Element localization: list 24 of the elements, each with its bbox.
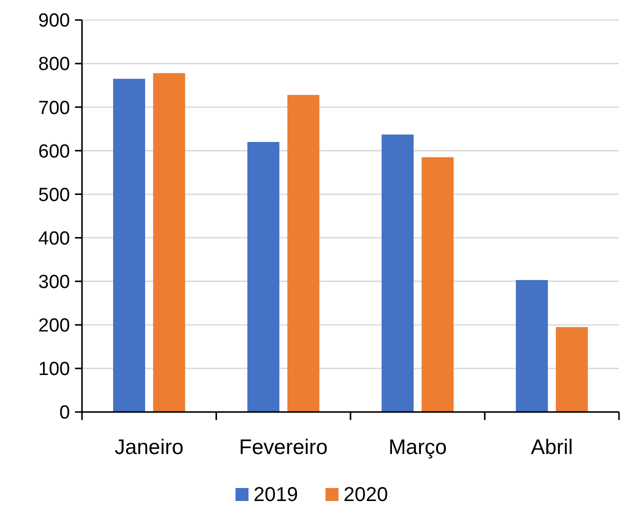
x-tick-label: Janeiro <box>114 436 184 459</box>
bar <box>247 142 280 412</box>
legend-label: 2020 <box>344 484 388 506</box>
y-tick-label: 700 <box>38 98 70 119</box>
x-tick-label: Fevereiro <box>239 436 328 459</box>
bar <box>113 78 146 412</box>
bar <box>516 280 548 412</box>
x-tick-label: Abril <box>530 436 573 459</box>
y-tick-label: 100 <box>38 359 70 380</box>
y-tick-label: 0 <box>59 402 70 424</box>
y-tick-label: 800 <box>38 54 70 76</box>
x-tick-label: Março <box>388 436 447 459</box>
y-tick-label: 200 <box>38 316 70 337</box>
bar <box>422 157 454 412</box>
bar <box>556 327 588 412</box>
y-tick-label: 300 <box>38 272 70 293</box>
legend-label: 2019 <box>254 484 298 506</box>
bar <box>382 134 414 412</box>
bar <box>287 94 320 412</box>
y-tick-label: 900 <box>38 10 70 32</box>
y-tick-label: 600 <box>38 141 70 162</box>
y-tick-label: 400 <box>38 228 70 250</box>
bar <box>153 73 186 412</box>
y-tick-label: 500 <box>38 184 70 206</box>
